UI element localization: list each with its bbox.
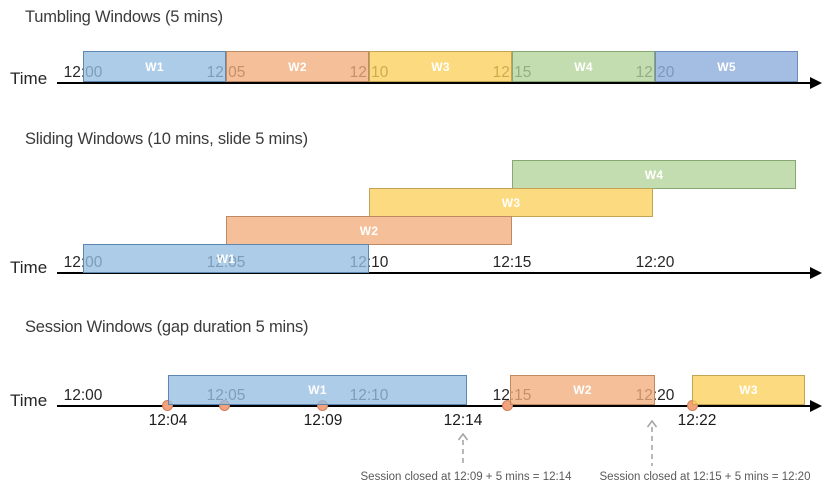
- window-label: W1: [308, 383, 327, 397]
- tumbling-window-w1: W1: [83, 51, 226, 82]
- window-label: W5: [717, 59, 736, 74]
- session-axis-line: [57, 405, 814, 407]
- tumbling-axis-arrowhead-icon: [810, 77, 822, 89]
- sliding-window-w1: W1: [83, 244, 369, 273]
- session-window-w2: W2: [510, 375, 655, 405]
- tumbling-window-w5: W5: [655, 51, 798, 82]
- event-label-1222: 12:22: [677, 412, 717, 429]
- session-close-arrow-icon: [457, 433, 469, 465]
- event-label-1209: 12:09: [303, 412, 343, 429]
- window-label: W4: [644, 167, 664, 182]
- window-label: W1: [145, 59, 164, 74]
- sliding-tick-1215: 12:15: [492, 254, 532, 271]
- window-label: W1: [216, 251, 236, 266]
- tumbling-axis-line: [57, 82, 814, 84]
- window-label: W2: [359, 223, 379, 238]
- sliding-tick-1220: 12:20: [635, 254, 675, 271]
- window-label: W3: [431, 59, 450, 74]
- tumbling-section-title: Tumbling Windows (5 mins): [25, 8, 223, 26]
- sliding-section-title: Sliding Windows (10 mins, slide 5 mins): [25, 130, 308, 148]
- session-time-label: Time: [10, 391, 48, 410]
- session-window-w1: W1: [168, 375, 467, 405]
- tumbling-window-w3: W3: [369, 51, 512, 82]
- event-dot-1204: [162, 400, 173, 411]
- session-close-arrow-icon: [646, 420, 658, 466]
- session-section-title: Session Windows (gap duration 5 mins): [25, 318, 309, 336]
- tumbling-window-w4: W4: [512, 51, 655, 82]
- sliding-axis-arrowhead-icon: [810, 267, 822, 279]
- event-label-1204: 12:04: [148, 412, 188, 429]
- sliding-axis-line: [57, 272, 814, 274]
- session-axis-arrowhead-icon: [810, 400, 822, 412]
- window-label: W3: [501, 195, 521, 210]
- tumbling-window-w2: W2: [226, 51, 369, 82]
- window-label: W2: [288, 59, 307, 74]
- session-close-annotation-2: Session closed at 12:15 + 5 mins = 12:20: [599, 471, 811, 483]
- session-close-annotation-1: Session closed at 12:09 + 5 mins = 12:14: [360, 471, 572, 483]
- window-label: W4: [574, 59, 593, 74]
- tumbling-time-label: Time: [10, 69, 48, 88]
- window-label: W3: [739, 383, 758, 397]
- sliding-time-label: Time: [10, 258, 48, 277]
- sliding-window-w4: W4: [512, 160, 796, 189]
- window-label: W2: [573, 383, 592, 397]
- session-window-w3: W3: [692, 375, 805, 405]
- session-tick-1200: 12:00: [63, 387, 103, 404]
- event-dot-1215: [502, 400, 513, 411]
- sliding-window-w3: W3: [369, 188, 653, 217]
- sliding-window-w2: W2: [226, 216, 512, 245]
- event-label-1214: 12:14: [443, 412, 483, 429]
